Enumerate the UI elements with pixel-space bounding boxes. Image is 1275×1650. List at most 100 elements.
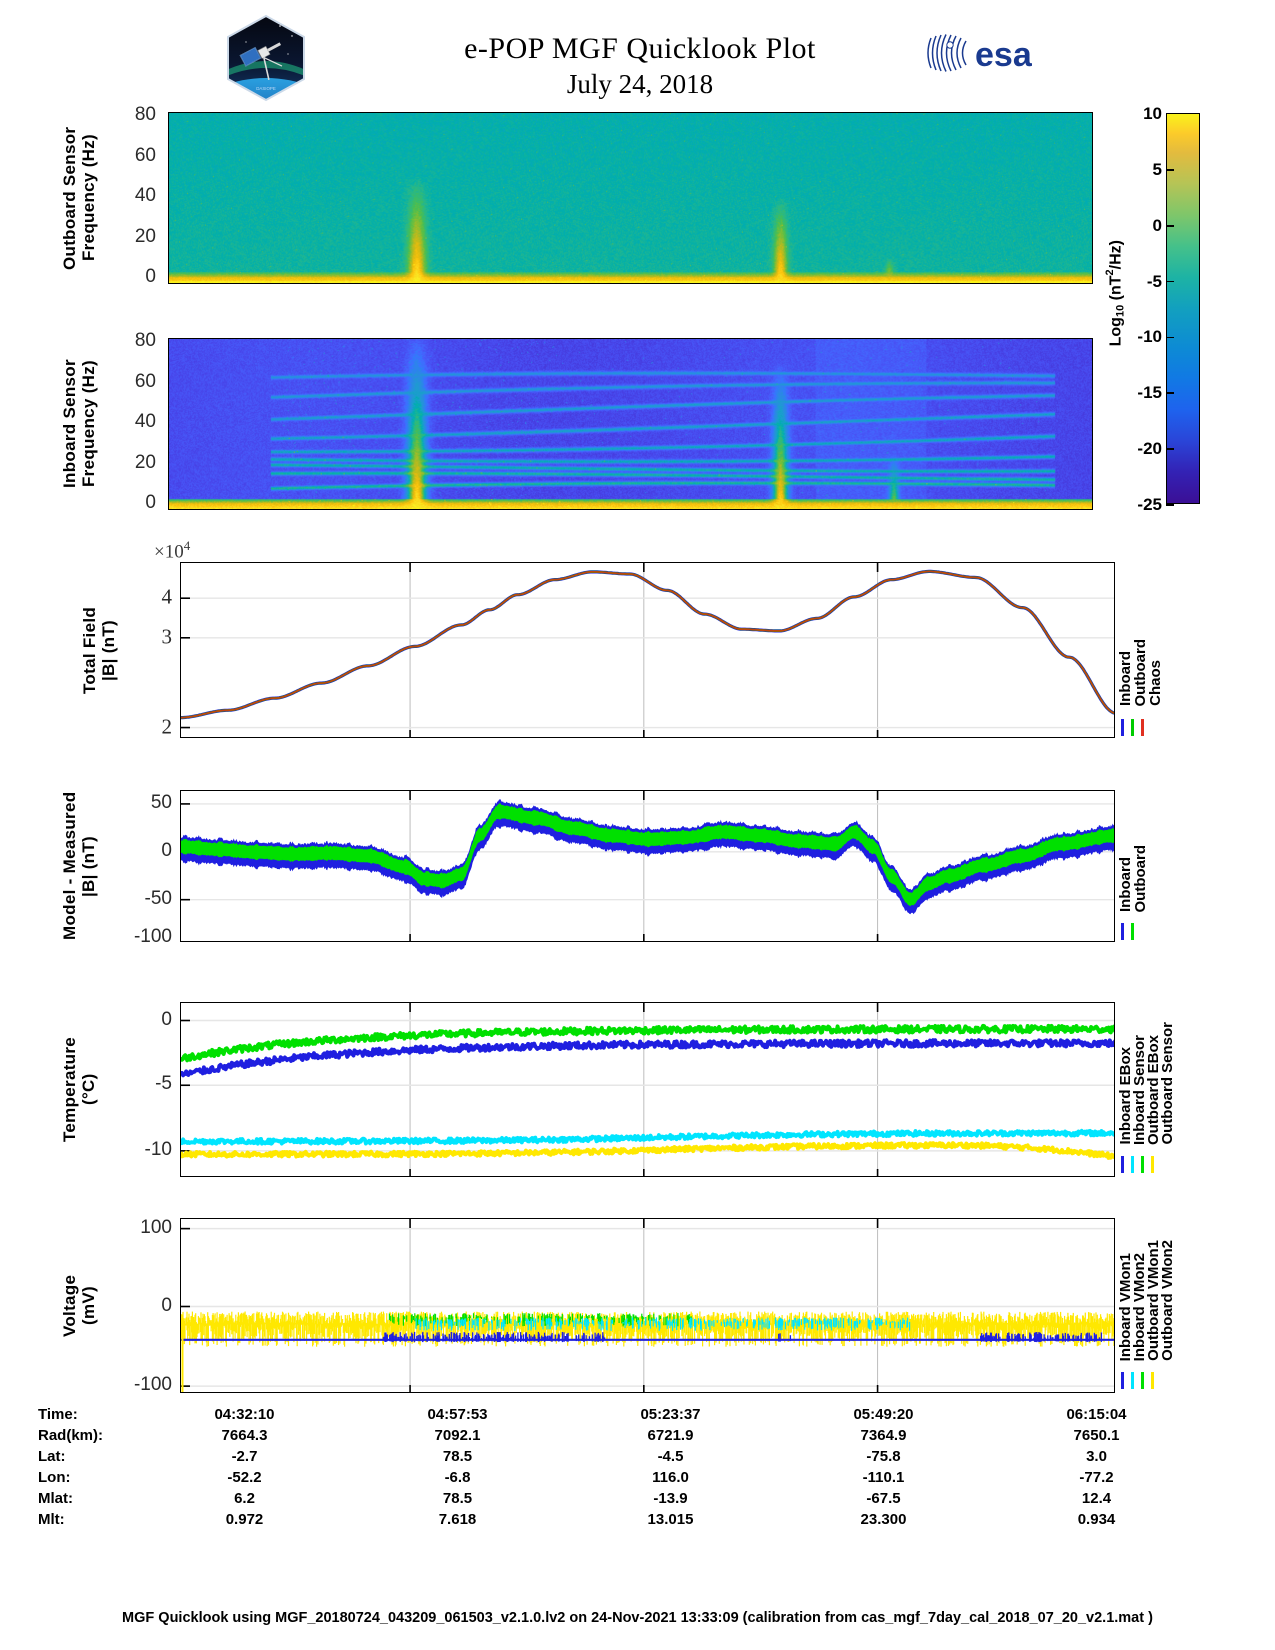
legend-total-field-labels: Inboard: [1117, 651, 1134, 706]
y-axis-tick: 0: [145, 492, 156, 514]
svg-text:DASIOPE: DASIOPE: [256, 86, 276, 91]
colorbar-tickmark: [1166, 224, 1174, 227]
y-axis-tick: 100: [140, 1216, 172, 1238]
table-cell: -6.8: [444, 1469, 471, 1486]
y-axis-tick: 40: [134, 185, 156, 207]
y-axis-tick: -5: [155, 1073, 172, 1095]
ephemeris-table-grid: Time: 04:32:10 04:57:53 05:23:37 05:49:20 06:…: [38, 1404, 1203, 1530]
table-row-label: Lat:: [38, 1448, 66, 1465]
table-cell: 04:57:53: [427, 1406, 488, 1423]
table-cell: 05:23:37: [640, 1406, 701, 1423]
y-axis-tick: 60: [134, 370, 156, 392]
panel-outboard-spectrogram: Outboard Sensor Frequency (Hz) 80 60 40 20 0: [0, 104, 1160, 287]
colorbar-tickmark: [1166, 392, 1174, 395]
legend-voltage-wrap: Inboard VMon1 Inboard VMon2 Outboard VMo…: [1117, 1218, 1208, 1393]
table-cell: 23.300: [860, 1511, 907, 1528]
table-cell: 116.0: [652, 1469, 689, 1486]
panel-temperature-axes: [180, 1002, 1115, 1177]
panel-total-field-axes: [180, 562, 1115, 738]
legend-temperature-swatches: [1121, 1156, 1154, 1173]
panel-model-yticks: 50 0 -50 -100: [110, 790, 172, 948]
table-cell: -52.2: [227, 1469, 262, 1486]
colorbar-tick: -15: [1137, 383, 1162, 403]
panel-total-field-yticks: 4 3 2: [120, 562, 173, 738]
legend-model-label-1: Inboard: [1117, 857, 1134, 912]
table-cell: 3.0: [1086, 1448, 1107, 1465]
exponent-power: 4: [183, 538, 191, 553]
table-cell: 0.972: [225, 1511, 264, 1528]
colorbar-label-sub: 10: [1114, 304, 1127, 318]
y-axis-tick: 0: [161, 1008, 172, 1030]
ephemeris-table: Time: 04:32:10 04:57:53 05:23:37 05:49:20 06:…: [0, 1404, 1275, 1530]
legend-swatch-outboard-vmon1: [1141, 1372, 1144, 1389]
footer-provenance: MGF Quicklook using MGF_20180724_043209_…: [122, 1610, 1153, 1626]
legend-voltage-swatches: [1121, 1372, 1154, 1389]
colorbar-tick: 0: [1152, 215, 1162, 235]
colorbar-tick: 10: [1143, 104, 1162, 123]
legend-total-field-labels-3: Chaos: [1147, 660, 1164, 706]
legend-swatch-inboard-sensor: [1131, 1156, 1134, 1173]
panel-model-minus-measured: Model - Measured |B| (nT) 50 0 -50 -100: [0, 790, 1275, 948]
table-cell: -4.5: [657, 1448, 684, 1465]
inboard-spectrogram-image: [169, 339, 1092, 509]
legend-temperature-wrap: Inboard EBox Inboard Sensor Outboard EBo…: [1117, 1002, 1208, 1177]
table-cell: 6.2: [234, 1490, 255, 1507]
legend-swatch-outboard-vmon2: [1151, 1372, 1154, 1389]
panel-voltage-ylabel: Voltage (mV): [60, 1274, 99, 1337]
colorbar-tick: 5: [1152, 159, 1162, 179]
legend-swatch-outboard-sensor: [1151, 1156, 1154, 1173]
legend-model-swatches: [1121, 923, 1134, 940]
legend-swatch-inboard-vmon1: [1121, 1372, 1124, 1389]
table-cell: 06:15:04: [1066, 1406, 1127, 1423]
table-cell: 6721.9: [647, 1427, 694, 1444]
legend-swatch-inboard-ebox: [1121, 1156, 1124, 1173]
table-cell: 78.5: [442, 1448, 473, 1465]
table-row-label: Mlat:: [38, 1490, 73, 1507]
exponent-mantissa: ×10: [154, 541, 184, 563]
total-field-exponent: ×104: [154, 538, 190, 563]
panel-inboard-spectrogram: Inboard Sensor Frequency (Hz) 80 60 40 20 0: [0, 330, 1160, 513]
table-cell: -67.5: [866, 1490, 901, 1507]
table-row: Mlt: 0.972 7.618 13.015 23.300 0.934: [38, 1509, 1203, 1530]
y-axis-tick: 4: [161, 584, 173, 609]
table-cell: 7364.9: [860, 1427, 907, 1444]
legend-volt-label-4: Outboard VMon2: [1159, 1240, 1176, 1361]
panel-total-field-ylabel: Total Field |B| (nT): [80, 606, 119, 694]
table-row: Mlat: 6.2 78.5 -13.9 -67.5 12.4: [38, 1488, 1203, 1509]
colorbar-tickmark: [1166, 280, 1174, 283]
panel-model-ylabel: Model - Measured |B| (nT): [60, 791, 99, 941]
table-cell: -75.8: [866, 1448, 901, 1465]
colorbar-gradient: [1166, 113, 1200, 504]
table-row-label: Rad(km):: [38, 1427, 104, 1444]
table-row-label: Time:: [38, 1406, 78, 1423]
table-row-label: Mlt:: [38, 1511, 65, 1528]
table-cell: -13.9: [653, 1490, 688, 1507]
table-cell: 0.934: [1077, 1511, 1116, 1528]
legend-total-field-labels-2: Outboard: [1132, 638, 1149, 707]
table-cell: 12.4: [1081, 1490, 1112, 1507]
colorbar-tick: -5: [1146, 271, 1162, 291]
title-main: e-POP MGF Quicklook Plot: [464, 32, 816, 65]
total-field-plot: [181, 563, 1114, 737]
panel-inboard-axes: [168, 338, 1093, 510]
panel-model-axes: [180, 790, 1115, 942]
y-axis-tick: -50: [144, 887, 172, 909]
legend-model-label-2: Outboard: [1132, 844, 1149, 913]
table-row: Time: 04:32:10 04:57:53 05:23:37 05:49:20 06:…: [38, 1404, 1203, 1425]
panel-temperature-yticks: 0 -5 -10: [110, 1002, 172, 1177]
legend-total-field-wrap: Inboard Outboard Chaos: [1117, 562, 1198, 738]
colorbar-tick: -20: [1137, 439, 1162, 459]
y-axis-tick: 0: [161, 1294, 172, 1316]
y-axis-tick: -10: [144, 1138, 172, 1160]
colorbar-tick: -10: [1137, 327, 1162, 347]
legend-swatch-chaos: [1141, 719, 1144, 736]
colorbar-tickmark: [1166, 336, 1174, 339]
panel-outboard-yticks: 80 60 40 20 0: [96, 104, 156, 287]
y-axis-tick: -100: [133, 1374, 172, 1396]
y-axis-tick: 0: [161, 839, 172, 861]
colorbar-tick: -25: [1137, 495, 1162, 514]
y-axis-tick: 50: [150, 791, 172, 813]
colorbar-tickmark: [1166, 448, 1174, 450]
panel-voltage-axes: [180, 1218, 1115, 1393]
